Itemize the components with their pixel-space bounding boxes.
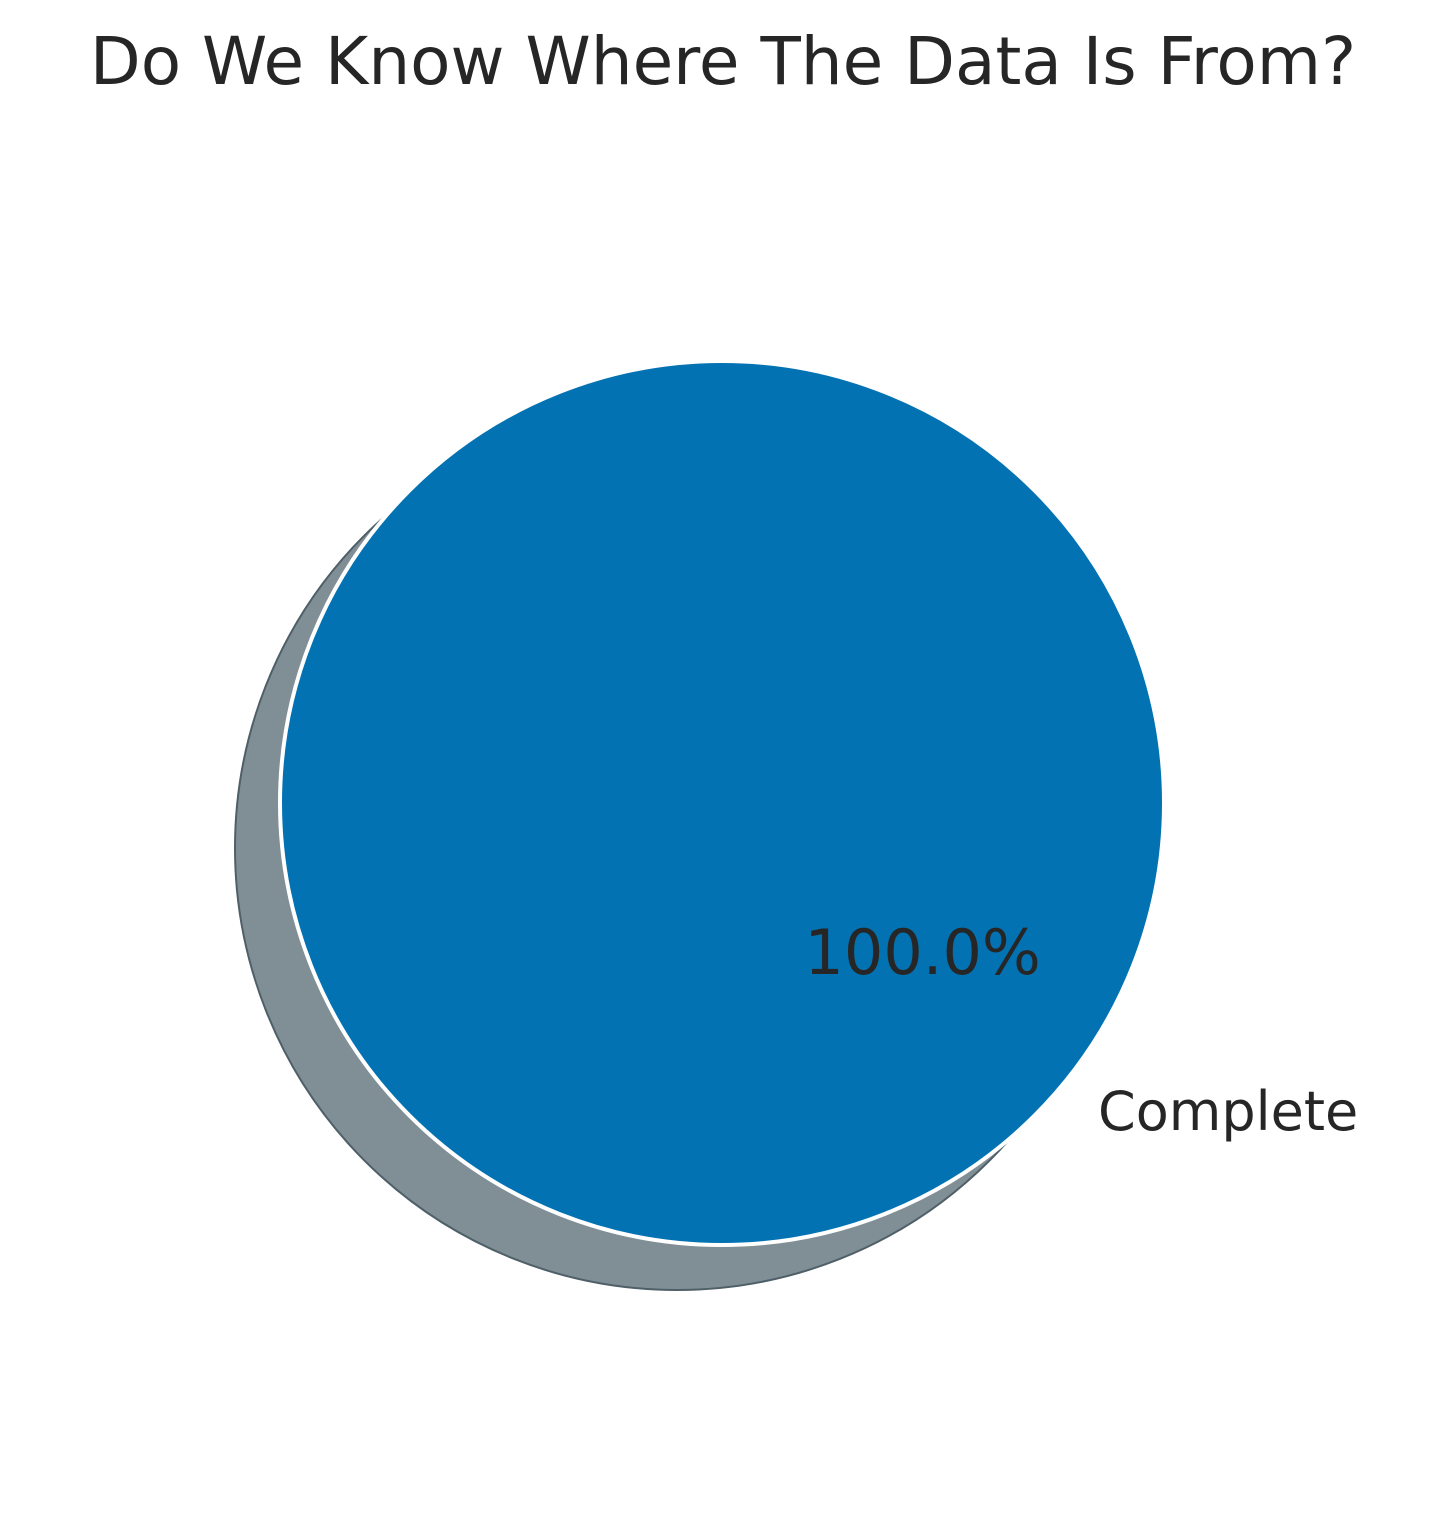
chart-title: Do We Know Where The Data Is From? xyxy=(90,23,1356,100)
pie-percent-label-0: 100.0% xyxy=(804,916,1040,989)
pie-plot-area: 100.0% Complete xyxy=(233,359,1358,1291)
pie-slice-label-0: Complete xyxy=(1098,1080,1358,1143)
pie-slice-0 xyxy=(277,359,1167,1247)
